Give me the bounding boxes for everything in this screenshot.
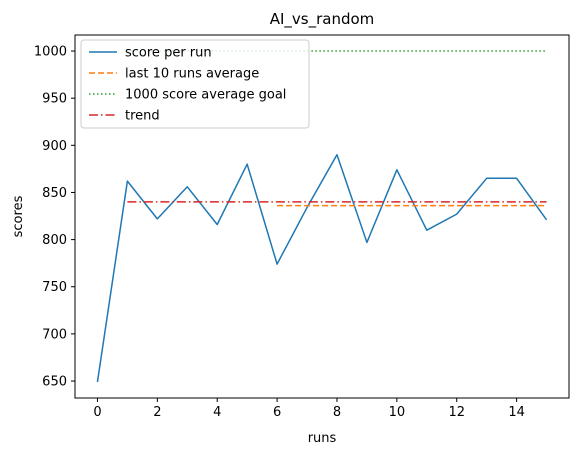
x-tick-label: 14 [508,405,525,420]
y-tick-label: 800 [42,233,67,248]
legend-entry: score per run [125,46,212,61]
legend-box [80,39,310,129]
y-tick-label: 750 [42,280,67,295]
y-axis: 650 700 750 800 850 900 950 1000 [34,45,75,390]
series-layer [96,50,548,383]
x-tick-label: 6 [273,405,281,420]
x-tick-label: 10 [389,405,406,420]
y-tick-label: 650 [42,375,67,390]
x-tick-label: 8 [333,405,341,420]
y-axis-label: scores [11,195,26,237]
y-tick-label: 850 [42,186,67,201]
x-axis-label: runs [308,431,337,446]
x-tick-label: 2 [153,405,161,420]
legend-entry: trend [125,109,160,124]
y-tick-label: 700 [42,327,67,342]
series-line-0 [96,153,548,383]
legend-entry: last 10 runs average [125,67,259,82]
x-tick-label: 0 [93,405,101,420]
x-tick-label: 12 [448,405,465,420]
legend: score per run last 10 runs average 1000 sc… [80,39,310,129]
y-tick-label: 950 [42,92,67,107]
plot-area [74,34,570,399]
x-axis: 0 2 4 6 8 10 12 14 [93,398,525,420]
x-tick-label: 4 [213,405,221,420]
plot-frame [74,34,570,399]
y-tick-label: 900 [42,139,67,154]
chart-title: AI_vs_random [270,10,375,29]
legend-entry: 1000 score average goal [125,88,286,103]
y-tick-label: 1000 [34,45,67,60]
